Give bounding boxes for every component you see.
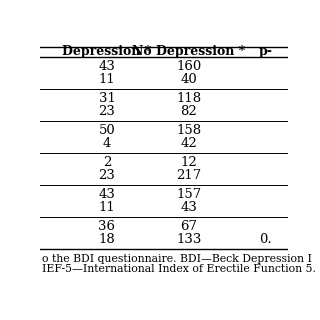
Text: 23: 23: [99, 105, 116, 118]
Text: 158: 158: [176, 124, 201, 137]
Text: p-: p-: [259, 45, 273, 59]
Text: 11: 11: [99, 73, 115, 86]
Text: 160: 160: [176, 60, 201, 73]
Text: IEF-5—International Index of Erectile Function 5.: IEF-5—International Index of Erectile Fu…: [43, 264, 316, 274]
Text: Depression *: Depression *: [62, 45, 152, 59]
Text: 43: 43: [99, 188, 116, 201]
Text: 2: 2: [103, 156, 111, 169]
Text: 50: 50: [99, 124, 115, 137]
Text: 43: 43: [180, 201, 197, 214]
Text: 23: 23: [99, 169, 116, 182]
Text: 133: 133: [176, 233, 202, 246]
Text: 217: 217: [176, 169, 201, 182]
Text: 42: 42: [180, 137, 197, 150]
Text: 157: 157: [176, 188, 201, 201]
Text: 31: 31: [99, 92, 116, 105]
Text: 4: 4: [103, 137, 111, 150]
Text: 36: 36: [99, 220, 116, 233]
Text: 82: 82: [180, 105, 197, 118]
Text: 40: 40: [180, 73, 197, 86]
Text: o the BDI questionnaire. BDI—Beck Depression I: o the BDI questionnaire. BDI—Beck Depres…: [43, 254, 312, 264]
Text: 118: 118: [176, 92, 201, 105]
Text: 12: 12: [180, 156, 197, 169]
Text: 67: 67: [180, 220, 197, 233]
Text: 11: 11: [99, 201, 115, 214]
Text: No Depression *: No Depression *: [132, 45, 245, 59]
Text: 43: 43: [99, 60, 116, 73]
Text: 18: 18: [99, 233, 115, 246]
Text: 0.: 0.: [260, 233, 272, 246]
